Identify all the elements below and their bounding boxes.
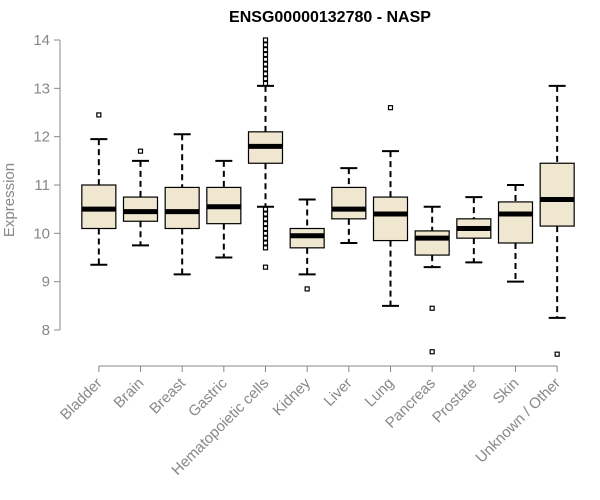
box-group bbox=[414, 205, 450, 355]
chart-title: ENSG00000132780 - NASP bbox=[229, 9, 431, 26]
box-group bbox=[539, 84, 575, 357]
y-tick-label: 11 bbox=[34, 177, 50, 194]
outlier-point bbox=[429, 349, 435, 355]
y-tick-label: 12 bbox=[33, 129, 50, 146]
x-tick-label: Skin bbox=[490, 375, 523, 408]
outlier-point bbox=[262, 225, 269, 232]
iqr-box bbox=[539, 162, 575, 227]
outlier-point bbox=[262, 230, 269, 236]
box-group bbox=[81, 112, 117, 266]
outlier-point bbox=[262, 61, 269, 67]
iqr-box bbox=[164, 186, 200, 230]
outlier-point bbox=[96, 112, 102, 118]
y-axis: 8 9 10 11 12 13 14 bbox=[33, 32, 61, 339]
box-group bbox=[497, 184, 534, 283]
box-group bbox=[206, 159, 242, 259]
iqr-box bbox=[414, 230, 450, 256]
box-group bbox=[331, 167, 367, 244]
x-tick-label: Prostate bbox=[429, 375, 481, 427]
x-tick-label: Breast bbox=[146, 374, 189, 417]
outlier-point bbox=[262, 66, 269, 72]
y-axis-label: Expression bbox=[1, 163, 18, 237]
outlier-point bbox=[262, 221, 269, 227]
outlier-point bbox=[262, 235, 269, 241]
y-tick-label: 13 bbox=[33, 80, 50, 97]
outlier-point bbox=[262, 71, 269, 77]
outlier-point bbox=[304, 286, 310, 292]
outlier-point bbox=[262, 37, 269, 43]
x-tick-label: Bladder bbox=[57, 375, 106, 424]
y-tick-label: 10 bbox=[33, 225, 50, 242]
box-group bbox=[456, 196, 492, 264]
y-tick-label: 14 bbox=[33, 32, 50, 49]
x-tick-label: Brain bbox=[111, 375, 148, 412]
outlier-point bbox=[262, 240, 269, 246]
y-tick-label: 8 bbox=[42, 322, 50, 339]
box-group bbox=[247, 37, 284, 270]
box-group bbox=[289, 198, 325, 292]
outlier-point bbox=[262, 80, 269, 87]
outlier-point bbox=[262, 245, 269, 251]
outlier-point bbox=[262, 206, 269, 212]
x-tick-label: Lung bbox=[362, 375, 398, 411]
box-group bbox=[122, 148, 159, 247]
iqr-box bbox=[497, 201, 534, 244]
x-tick-label: Kidney bbox=[270, 374, 315, 419]
outlier-point bbox=[137, 148, 144, 154]
outlier-point bbox=[429, 305, 435, 311]
box-group bbox=[372, 105, 409, 307]
outlier-point bbox=[262, 47, 269, 53]
x-tick-label: Liver bbox=[321, 375, 356, 410]
iqr-box bbox=[331, 186, 367, 220]
outlier-point bbox=[262, 76, 269, 82]
outlier-point bbox=[262, 216, 269, 222]
outlier-point bbox=[387, 105, 394, 111]
iqr-box bbox=[372, 196, 409, 242]
outlier-point bbox=[262, 56, 269, 62]
boxes-layer bbox=[81, 37, 575, 357]
outlier-point bbox=[262, 42, 269, 48]
y-tick-label: 9 bbox=[42, 274, 50, 291]
outlier-point bbox=[554, 351, 560, 357]
box-group bbox=[164, 133, 200, 276]
outlier-point bbox=[262, 211, 269, 217]
outlier-point bbox=[262, 264, 269, 270]
outlier-point bbox=[262, 51, 269, 58]
